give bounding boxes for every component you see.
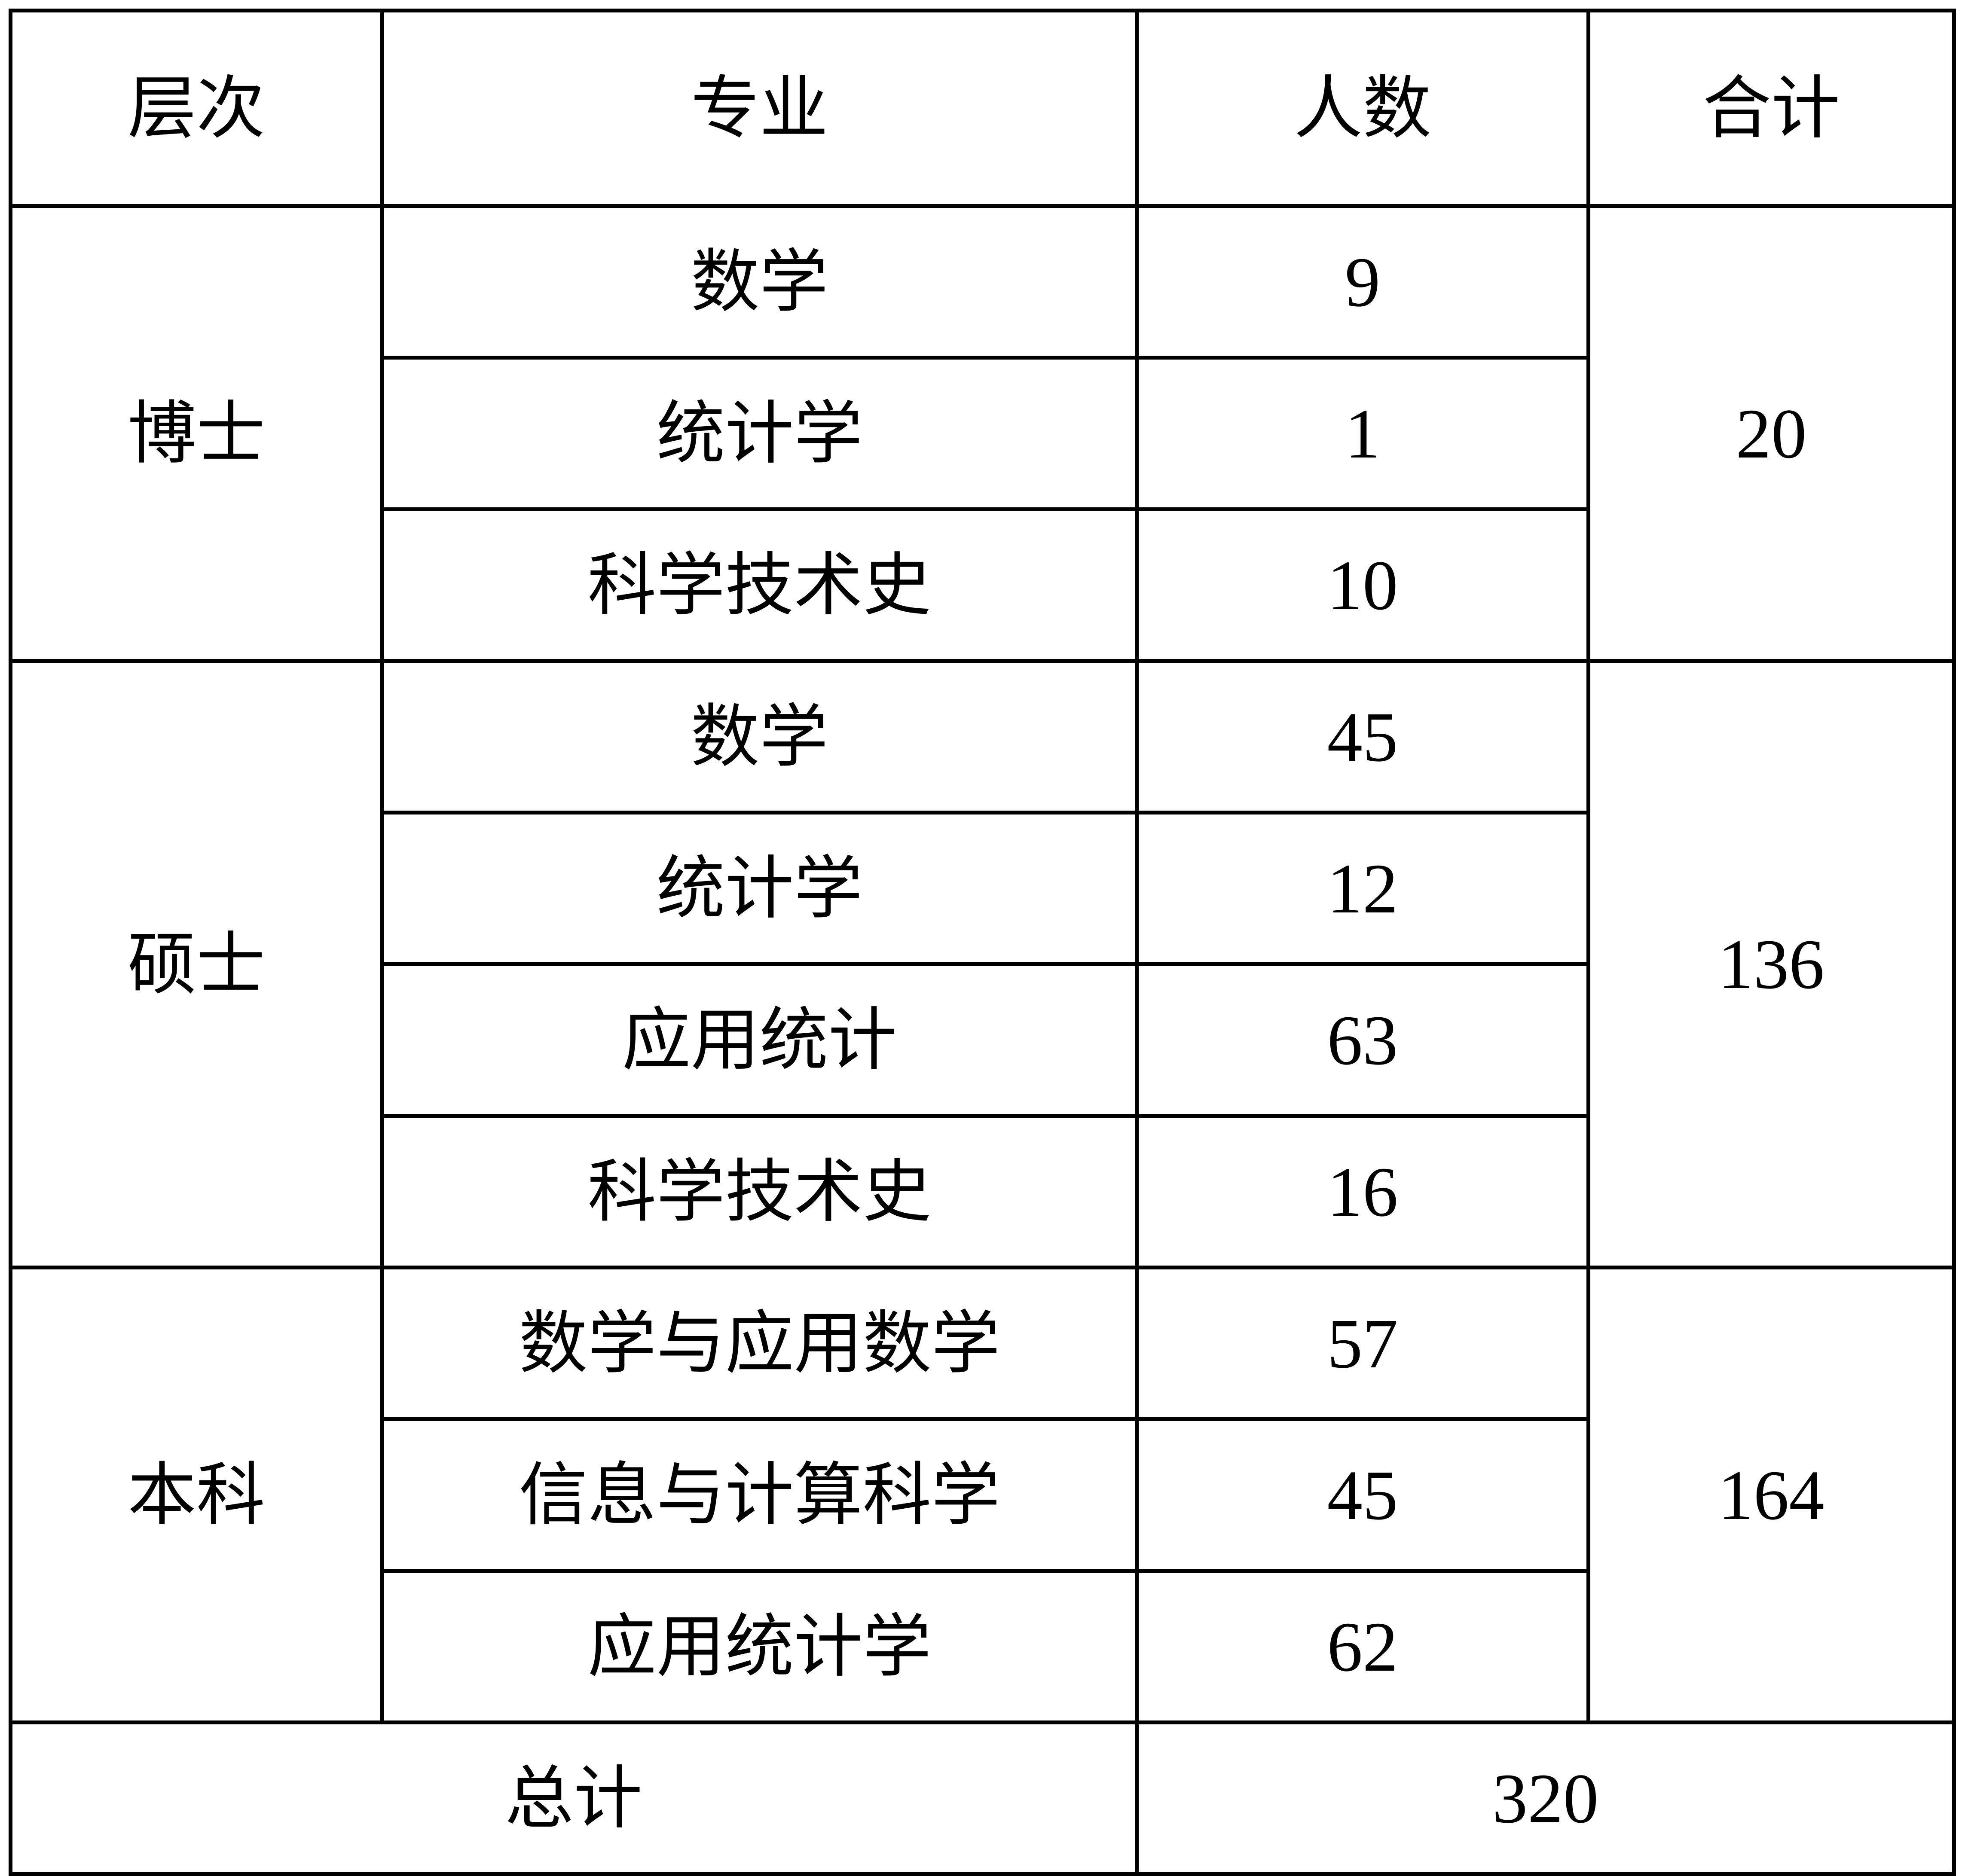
table-row: 科学技术史 16 bbox=[11, 1114, 1954, 1269]
grand-total-label: 总计 bbox=[9, 1720, 1139, 1876]
level-cell: 硕士 bbox=[9, 659, 384, 1269]
count-cell: 62 bbox=[1135, 1569, 1590, 1724]
major-cell: 数学 bbox=[380, 659, 1139, 814]
grand-total-value: 320 bbox=[1135, 1720, 1956, 1876]
subtotal-cell: 164 bbox=[1586, 1266, 1956, 1724]
header-level: 层次 bbox=[9, 9, 384, 208]
major-cell: 信息与计算科学 bbox=[380, 1417, 1139, 1573]
count-cell: 57 bbox=[1135, 1266, 1590, 1421]
table-row: 统计学 12 bbox=[11, 811, 1954, 966]
subtotal-cell: 136 bbox=[1586, 659, 1956, 1269]
level-cell: 博士 bbox=[9, 204, 384, 663]
table-row: 应用统计学 62 bbox=[11, 1569, 1954, 1724]
header-subtotal: 合计 bbox=[1586, 9, 1956, 208]
grand-total-row: 总计 320 bbox=[9, 1720, 1956, 1876]
table-row: 科学技术史 10 bbox=[11, 507, 1954, 663]
table-row: 统计学 1 bbox=[11, 356, 1954, 511]
count-cell: 9 bbox=[1135, 204, 1590, 360]
major-cell: 数学与应用数学 bbox=[380, 1266, 1139, 1421]
major-cell: 应用统计 bbox=[380, 962, 1139, 1118]
count-cell: 63 bbox=[1135, 962, 1590, 1118]
major-cell: 统计学 bbox=[380, 356, 1139, 511]
count-cell: 10 bbox=[1135, 507, 1590, 663]
major-cell: 科学技术史 bbox=[380, 1114, 1139, 1269]
header-row: 层次 专业 人数 合计 bbox=[9, 9, 1956, 208]
level-cell: 本科 bbox=[9, 1266, 384, 1724]
table-row: 信息与计算科学 45 bbox=[11, 1417, 1954, 1573]
major-cell: 数学 bbox=[380, 204, 1139, 360]
table-row: 本科 数学与应用数学 57 164 bbox=[9, 1266, 1956, 1724]
major-cell: 统计学 bbox=[380, 811, 1139, 966]
count-cell: 12 bbox=[1135, 811, 1590, 966]
table-row: 博士 数学 9 20 bbox=[9, 204, 1956, 663]
header-count: 人数 bbox=[1135, 9, 1590, 208]
enrollment-table: 层次 专业 人数 合计 博士 数学 9 20 统计学 1 科学技术史 10 硕士 数学 45 136 统… bbox=[9, 9, 1956, 1876]
count-cell: 16 bbox=[1135, 1114, 1590, 1269]
table-row: 应用统计 63 bbox=[11, 962, 1954, 1118]
subtotal-cell: 20 bbox=[1586, 204, 1956, 663]
count-cell: 45 bbox=[1135, 659, 1590, 814]
major-cell: 科学技术史 bbox=[380, 507, 1139, 663]
count-cell: 45 bbox=[1135, 1417, 1590, 1573]
major-cell: 应用统计学 bbox=[380, 1569, 1139, 1724]
header-major: 专业 bbox=[380, 9, 1139, 208]
count-cell: 1 bbox=[1135, 356, 1590, 511]
table-row: 硕士 数学 45 136 bbox=[9, 659, 1956, 1269]
